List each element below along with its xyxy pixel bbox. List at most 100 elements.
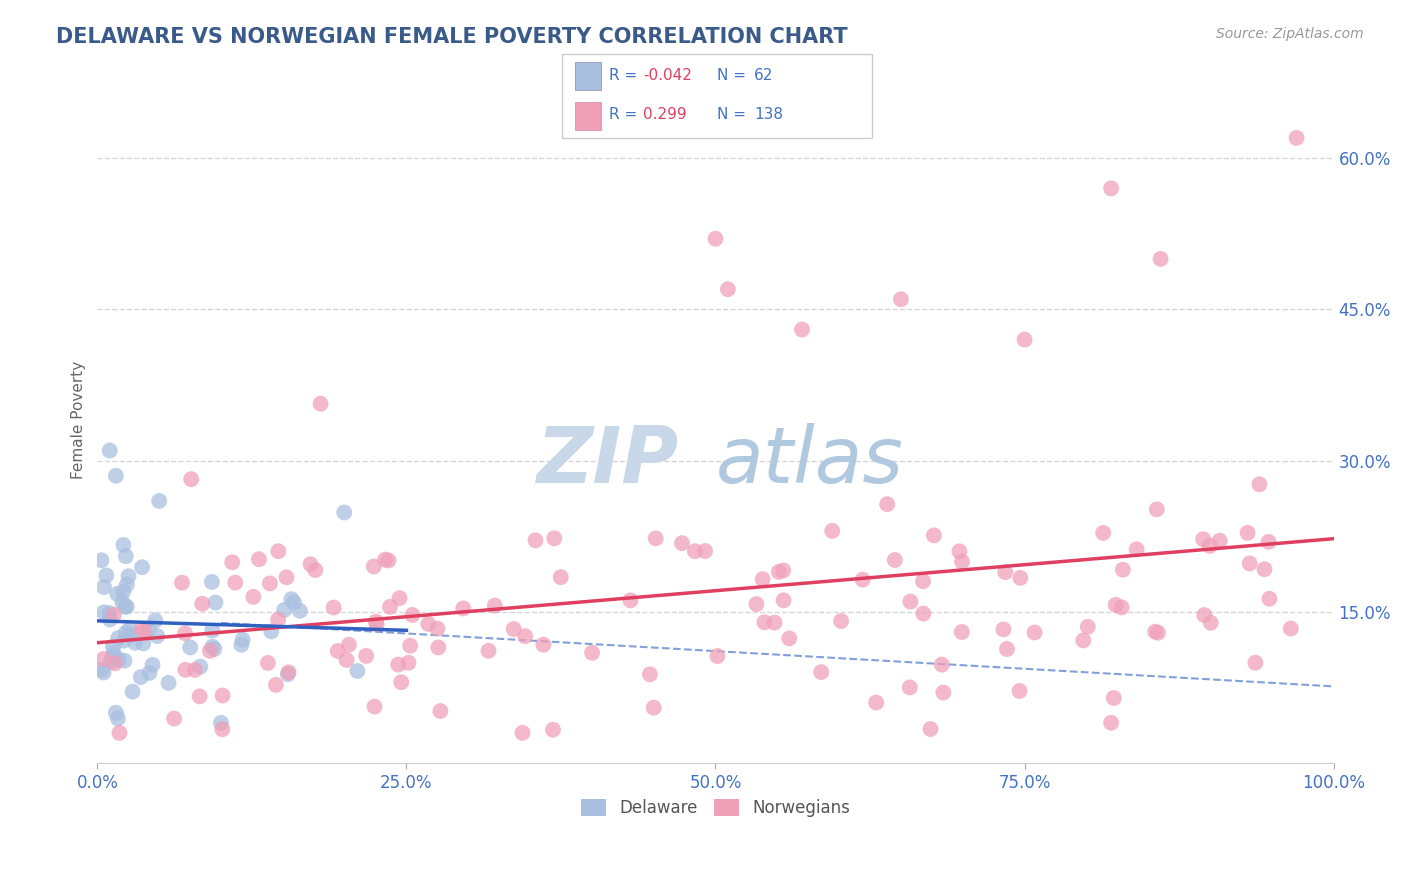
Point (619, 593, 641, 607)
Point (993, 623, 1015, 637)
Point (129, 670, 152, 684)
Point (242, 590, 264, 604)
Point (209, 715, 232, 730)
Point (1149, 252, 1171, 266)
Point (98, 606, 121, 620)
Point (112, 633, 135, 648)
Point (1258, 591, 1281, 606)
Point (326, 644, 349, 658)
Point (131, 622, 153, 636)
Point (426, 622, 449, 636)
Point (890, 293, 912, 307)
Point (1249, 477, 1271, 491)
Point (1112, 563, 1135, 577)
Point (898, 681, 921, 695)
Point (1194, 607, 1216, 622)
Point (108, 726, 131, 740)
Text: 0.299: 0.299 (643, 107, 686, 122)
Point (188, 659, 211, 673)
Point (772, 563, 794, 577)
Point (1125, 542, 1147, 557)
Point (354, 648, 377, 663)
Point (120, 628, 142, 642)
Point (768, 565, 790, 579)
Point (211, 689, 233, 703)
Point (754, 615, 776, 630)
Point (232, 632, 254, 647)
Point (114, 599, 136, 614)
Point (364, 615, 387, 629)
Point (114, 654, 136, 668)
Point (1024, 625, 1046, 640)
Point (257, 656, 280, 670)
Point (377, 553, 399, 567)
Point (117, 569, 139, 583)
Point (273, 603, 295, 617)
Point (502, 622, 524, 636)
Point (277, 665, 299, 680)
Point (107, 712, 129, 726)
Point (704, 232, 727, 246)
Point (211, 723, 233, 737)
Point (114, 549, 136, 564)
Point (202, 642, 225, 657)
Point (932, 685, 955, 699)
Point (277, 667, 299, 681)
Point (267, 612, 290, 626)
Point (143, 614, 166, 628)
Text: 62: 62 (754, 68, 773, 83)
Point (184, 663, 207, 677)
Point (337, 638, 360, 652)
Point (363, 559, 385, 574)
Point (134, 624, 156, 638)
Point (112, 584, 135, 599)
Point (524, 533, 547, 548)
Point (1071, 633, 1094, 648)
Y-axis label: Female Poverty: Female Poverty (72, 361, 86, 479)
Point (174, 663, 197, 677)
Point (224, 575, 246, 590)
Point (260, 624, 283, 639)
Point (93, 605, 115, 619)
Point (267, 544, 290, 558)
Point (174, 626, 197, 640)
Point (101, 640, 124, 654)
Point (751, 572, 773, 586)
Point (103, 607, 125, 622)
Point (865, 696, 887, 710)
Point (188, 690, 211, 704)
Point (745, 597, 768, 611)
Point (363, 699, 385, 714)
Point (374, 552, 396, 566)
Point (148, 494, 170, 508)
Point (201, 574, 224, 589)
Point (247, 552, 270, 566)
Point (550, 570, 572, 584)
Point (830, 614, 852, 628)
Point (876, 497, 898, 511)
Point (309, 397, 332, 411)
Point (1144, 624, 1167, 639)
Point (671, 536, 693, 550)
Legend: Delaware, Norwegians: Delaware, Norwegians (574, 792, 856, 823)
Point (104, 657, 127, 671)
Point (515, 629, 537, 643)
Point (1111, 600, 1133, 615)
Point (322, 600, 344, 615)
Point (115, 599, 138, 614)
Point (112, 538, 135, 552)
Point (104, 468, 127, 483)
Point (131, 560, 153, 574)
Point (401, 607, 423, 622)
Text: 138: 138 (754, 107, 783, 122)
Point (388, 591, 411, 606)
Point (132, 636, 155, 650)
Point (141, 657, 163, 672)
Point (995, 642, 1018, 657)
Point (100, 655, 122, 669)
Point (994, 565, 1017, 579)
Point (1147, 625, 1170, 640)
Point (772, 593, 794, 607)
Point (541, 723, 564, 737)
Point (90, 553, 112, 567)
